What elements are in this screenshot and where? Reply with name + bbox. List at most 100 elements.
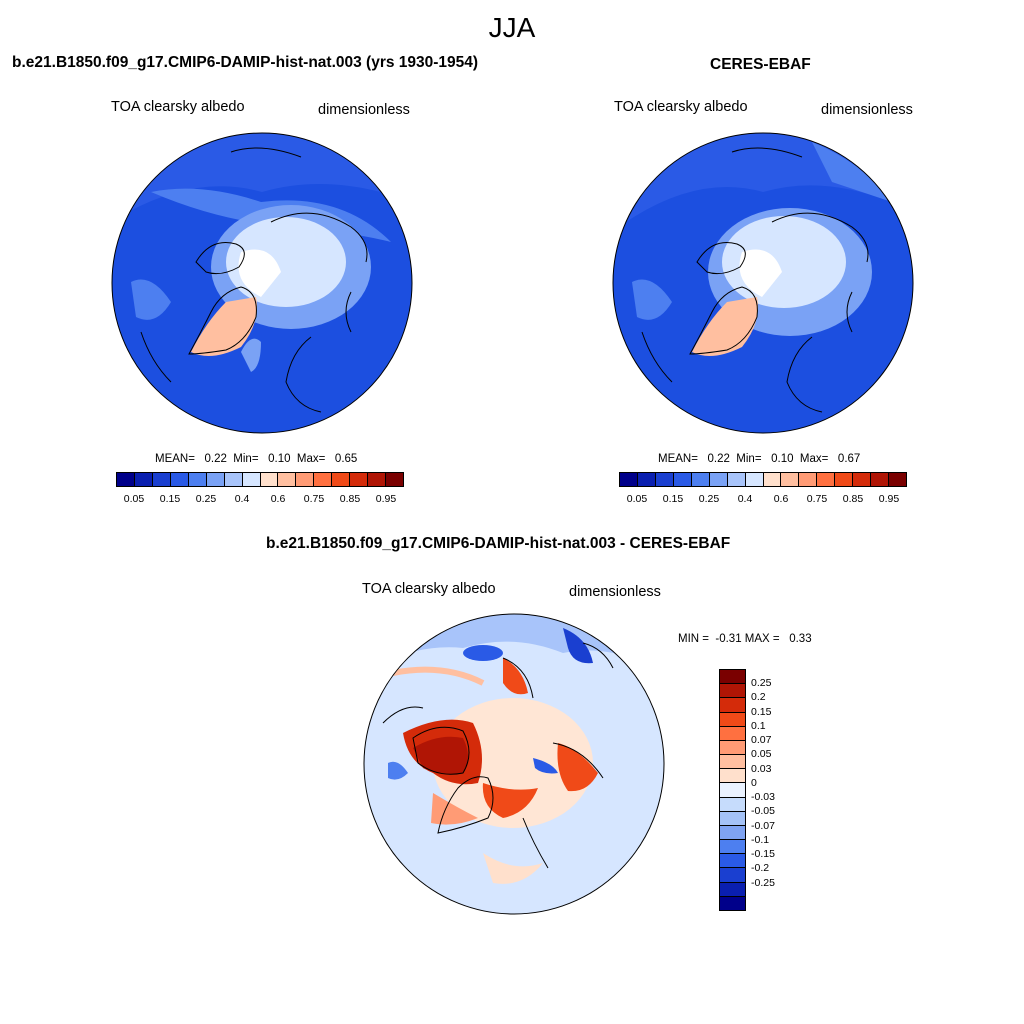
panel-1-colorbar [116,472,404,487]
colorbar-tick-label: 0.05 [751,748,772,761]
colorbar-tick-label: 0 [751,776,757,789]
colorbar-swatch [720,783,745,798]
colorbar-swatch [871,473,890,486]
difference-variable-label: TOA clearsky albedo [362,581,496,597]
colorbar-tick-label: -0.03 [751,791,775,804]
colorbar-swatch [720,684,745,699]
colorbar-swatch [368,473,387,486]
colorbar-swatch [350,473,369,486]
colorbar-tick-label: -0.05 [751,805,775,818]
panel-2-polar-map [612,132,914,434]
colorbar-swatch [720,840,745,855]
colorbar-swatch [170,473,189,486]
colorbar-swatch [835,473,854,486]
colorbar-swatch [673,473,692,486]
colorbar-swatch [763,473,782,486]
colorbar-tick-label: 0.85 [842,493,864,505]
difference-colorbar-ticks: 0.25 0.2 0.15 0.1 0.07 0.05 0.03 0 -0.03 -0.05 -0.… [751,669,791,911]
colorbar-swatch [720,670,745,685]
colorbar-tick-label: 0.95 [878,493,900,505]
colorbar-tick-label: 0.15 [751,705,772,718]
panel-2-colorbar-ticks: 0.05 0.15 0.25 0.4 0.6 0.75 0.85 0.95 [619,493,907,507]
colorbar-swatch [242,473,261,486]
colorbar-swatch [655,473,674,486]
colorbar-swatch [709,473,728,486]
colorbar-swatch [720,854,745,869]
colorbar-tick-label: 0.4 [234,493,250,505]
panel-2-units-label: dimensionless [821,102,913,118]
colorbar-swatch [817,473,836,486]
difference-title: b.e21.B1850.f09_g17.CMIP6-DAMIP-hist-nat… [266,535,731,552]
colorbar-tick-label: 0.25 [195,493,217,505]
colorbar-swatch [720,868,745,883]
difference-units-label: dimensionless [569,584,661,600]
figure-title: JJA [488,12,536,43]
colorbar-tick-label: 0.03 [751,762,772,775]
colorbar-swatch [278,473,297,486]
colorbar-tick-label: 0.05 [626,493,648,505]
panel-2-stats: MEAN= 0.22 Min= 0.10 Max= 0.67 [658,453,861,465]
difference-stats: MIN = -0.31 MAX = 0.33 [678,633,812,645]
colorbar-tick-label: 0.75 [806,493,828,505]
colorbar-swatch [720,712,745,727]
colorbar-tick-label: 0.07 [751,734,772,747]
colorbar-tick-label: 0.6 [270,493,286,505]
colorbar-swatch [889,473,906,486]
difference-colorbar [719,669,746,911]
colorbar-tick-label: 0.85 [339,493,361,505]
panel-1-title: b.e21.B1850.f09_g17.CMIP6-DAMIP-hist-nat… [12,54,479,71]
colorbar-swatch [620,473,638,486]
colorbar-swatch [691,473,710,486]
colorbar-swatch [637,473,656,486]
colorbar-swatch [720,882,745,897]
colorbar-swatch [134,473,153,486]
difference-polar-map [363,613,665,915]
colorbar-swatch [781,473,800,486]
colorbar-tick-label: 0.1 [751,719,766,732]
colorbar-swatch [332,473,351,486]
colorbar-swatch [117,473,135,486]
colorbar-tick-label: 0.6 [773,493,789,505]
colorbar-tick-label: 0.05 [123,493,145,505]
colorbar-swatch [720,698,745,713]
colorbar-tick-label: 0.95 [375,493,397,505]
colorbar-tick-label: 0.25 [698,493,720,505]
panel-2-title: CERES-EBAF [710,56,811,73]
colorbar-tick-label: 0.4 [737,493,753,505]
colorbar-swatch [720,726,745,741]
colorbar-swatch [720,797,745,812]
panel-1-polar-map [111,132,413,434]
colorbar-tick-label: 0.15 [662,493,684,505]
panel-2-variable-label: TOA clearsky albedo [614,99,748,115]
colorbar-tick-label: -0.25 [751,876,775,889]
panel-1-colorbar-ticks: 0.05 0.15 0.25 0.4 0.6 0.75 0.85 0.95 [116,493,404,507]
colorbar-swatch [799,473,818,486]
colorbar-swatch [224,473,243,486]
colorbar-swatch [720,811,745,826]
colorbar-swatch [260,473,279,486]
panel-1-variable-label: TOA clearsky albedo [111,99,245,115]
colorbar-swatch [727,473,746,486]
colorbar-tick-label: 0.25 [751,677,772,690]
colorbar-tick-label: -0.15 [751,848,775,861]
colorbar-swatch [314,473,333,486]
colorbar-swatch [720,896,745,910]
colorbar-swatch [152,473,171,486]
colorbar-tick-label: 0.75 [303,493,325,505]
colorbar-swatch [745,473,764,486]
colorbar-swatch [720,769,745,784]
panel-1-stats: MEAN= 0.22 Min= 0.10 Max= 0.65 [155,453,358,465]
colorbar-swatch [853,473,872,486]
colorbar-tick-label: 0.2 [751,691,766,704]
panel-1-units-label: dimensionless [318,102,410,118]
colorbar-tick-label: -0.2 [751,862,770,875]
panel-2-colorbar [619,472,907,487]
colorbar-swatch [720,755,745,770]
colorbar-swatch [720,825,745,841]
colorbar-swatch [206,473,225,486]
colorbar-tick-label: 0.15 [159,493,181,505]
colorbar-swatch [188,473,207,486]
colorbar-swatch [720,740,745,756]
colorbar-tick-label: -0.1 [751,833,770,846]
colorbar-swatch [296,473,315,486]
